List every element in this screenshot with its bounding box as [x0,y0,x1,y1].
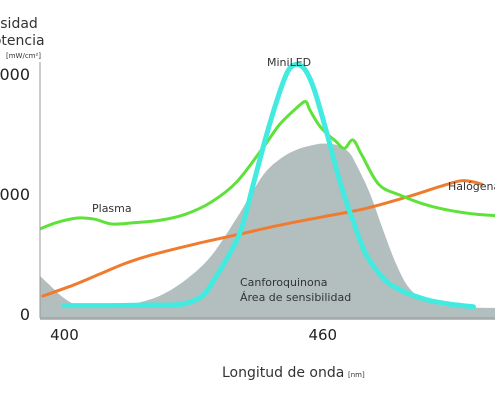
plot-area [40,61,495,320]
series-line-miniled [61,61,476,310]
y-axis-unit: [mW/cm²] [6,52,41,60]
y-tick-label: 2000 [0,65,30,84]
series-line-plasma [40,100,495,231]
area-label-line1: Canforoquinona [240,276,327,289]
x-tick-label: 460 [308,326,337,344]
x-axis-unit: [nm] [348,371,365,379]
y-tick-label: 0 [20,305,30,324]
series-label-miniled: MiniLED [267,56,311,69]
x-tick-label: 400 [50,326,79,344]
series-label-plasma: Plasma [92,202,132,215]
y-tick-label: 1000 [0,185,30,204]
series-label-halogena: Halógena [448,180,495,193]
y-axis-title-line2: de potencia [0,33,45,49]
area-label-line2: Área de sensibilidad [240,291,351,304]
y-axis-title-line1: Densidad [0,16,38,32]
x-axis-title: Longitud de onda [222,365,344,381]
series-line-hal-gena [41,179,484,298]
